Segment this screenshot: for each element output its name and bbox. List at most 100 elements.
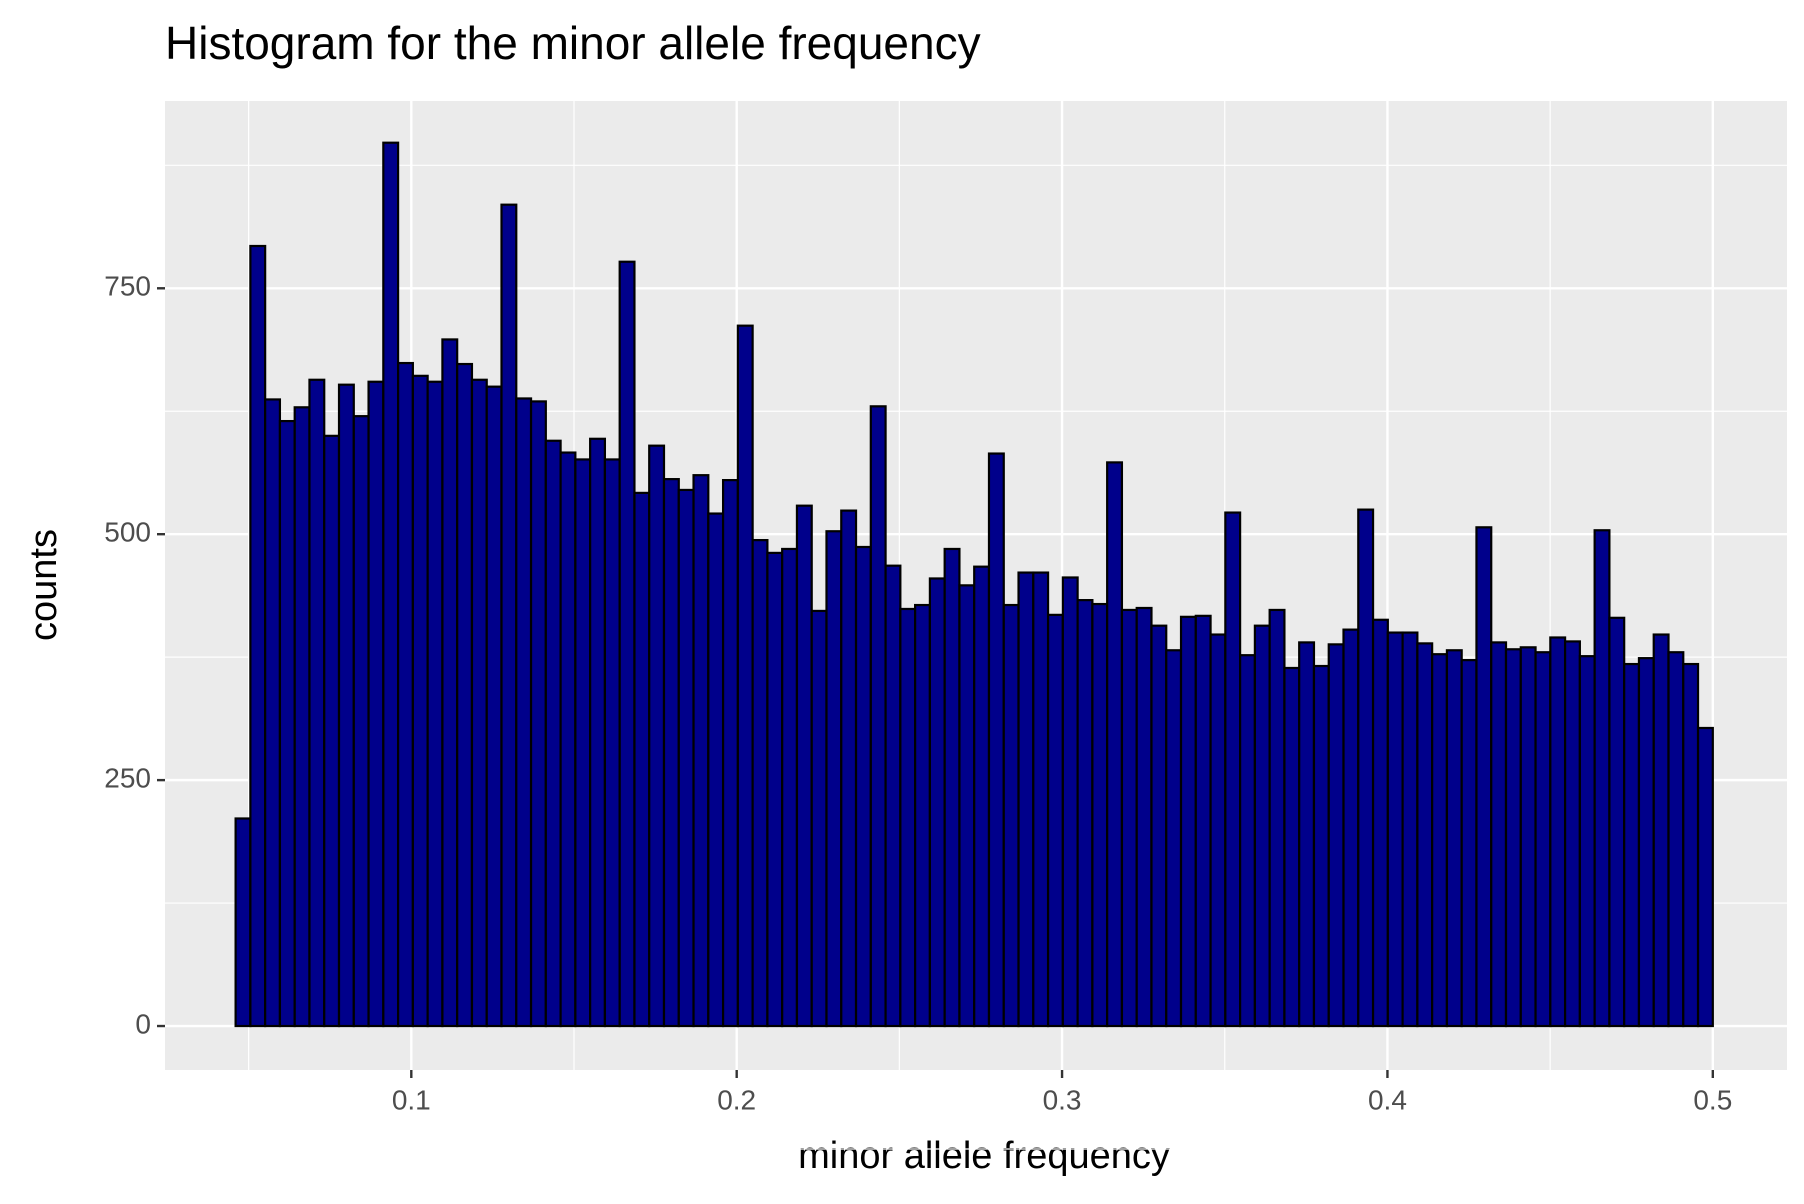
bar (411, 374, 429, 1028)
bar (1549, 636, 1567, 1028)
bar (382, 141, 400, 1028)
x-axis-title: minor allele frequency (798, 1135, 1170, 1177)
bar (1061, 576, 1079, 1028)
bar (1608, 616, 1626, 1028)
bar (1283, 666, 1301, 1028)
bar (1076, 599, 1094, 1028)
bar (1460, 659, 1478, 1028)
bar (1002, 603, 1020, 1028)
bar (736, 324, 754, 1028)
bar (1046, 613, 1064, 1028)
bar (426, 380, 444, 1028)
bar (810, 609, 828, 1028)
bar (1091, 602, 1109, 1028)
bar (662, 478, 680, 1028)
bar (1563, 640, 1581, 1028)
bar (249, 244, 267, 1028)
bar (1357, 508, 1375, 1028)
bar (692, 474, 710, 1028)
bar (1179, 615, 1197, 1028)
bar (1504, 648, 1522, 1028)
bar (751, 539, 769, 1028)
bar (795, 504, 813, 1028)
bar (1312, 664, 1330, 1028)
bar (1239, 654, 1256, 1028)
bar (1637, 657, 1655, 1028)
bar (1593, 529, 1611, 1028)
bar (544, 439, 562, 1028)
bar (987, 452, 1005, 1028)
bar (721, 479, 739, 1028)
bar (707, 512, 725, 1028)
bar (973, 565, 991, 1028)
bar (1194, 614, 1212, 1028)
bar (441, 338, 459, 1028)
bar (323, 434, 341, 1028)
bar (1371, 618, 1389, 1028)
x-tick-label: 0.3 (1043, 1084, 1082, 1115)
bar (456, 362, 474, 1028)
bar (1298, 641, 1316, 1028)
bar (396, 361, 414, 1028)
bar (766, 551, 784, 1028)
x-tick-label: 0.2 (717, 1084, 756, 1115)
bar (1652, 633, 1670, 1028)
x-tick-label: 0.4 (1368, 1084, 1407, 1115)
bar (1150, 624, 1168, 1028)
bar (1623, 662, 1641, 1028)
bar (1416, 642, 1434, 1028)
y-axis-title: counts (23, 529, 65, 641)
bar (1475, 526, 1493, 1028)
bar (618, 260, 636, 1028)
bar (589, 437, 607, 1028)
y-tick-label: 0 (135, 1008, 151, 1039)
bar (1224, 511, 1242, 1028)
bar (840, 509, 858, 1028)
bar (1490, 641, 1508, 1028)
bar (485, 385, 503, 1028)
bar (1342, 628, 1360, 1028)
bar (899, 607, 917, 1028)
bar (1032, 571, 1050, 1028)
bar (884, 564, 902, 1028)
y-tick-label: 750 (104, 271, 151, 302)
bar (825, 530, 843, 1028)
bar (308, 378, 326, 1028)
bar (367, 380, 385, 1028)
bar (1106, 461, 1124, 1028)
bar (869, 405, 887, 1028)
bar (1578, 655, 1596, 1028)
bar (633, 491, 651, 1028)
bar (1534, 651, 1552, 1028)
chart-title: Histogram for the minor allele frequency (165, 17, 981, 69)
bar (352, 415, 370, 1028)
bar (1253, 624, 1271, 1028)
bar (1209, 633, 1227, 1028)
bar (1401, 631, 1419, 1028)
bar (293, 406, 311, 1028)
bar (337, 383, 355, 1028)
y-tick-label: 500 (104, 517, 151, 548)
bar (574, 458, 592, 1028)
bar (1431, 653, 1449, 1028)
bar (958, 584, 976, 1028)
x-tick-label: 0.1 (392, 1084, 431, 1115)
y-tick-label: 250 (104, 763, 151, 794)
bar (529, 400, 547, 1028)
bar (1165, 649, 1183, 1028)
bar (559, 451, 577, 1028)
bar (677, 488, 695, 1028)
bar (1386, 631, 1404, 1028)
bar (914, 603, 931, 1028)
bar (500, 203, 518, 1028)
bar (1445, 649, 1463, 1028)
bar (278, 419, 296, 1028)
bar (264, 398, 282, 1028)
bar (1696, 726, 1714, 1028)
bar (1268, 608, 1286, 1028)
bar (1682, 662, 1700, 1028)
bar (1327, 643, 1345, 1028)
bar (1519, 646, 1537, 1028)
